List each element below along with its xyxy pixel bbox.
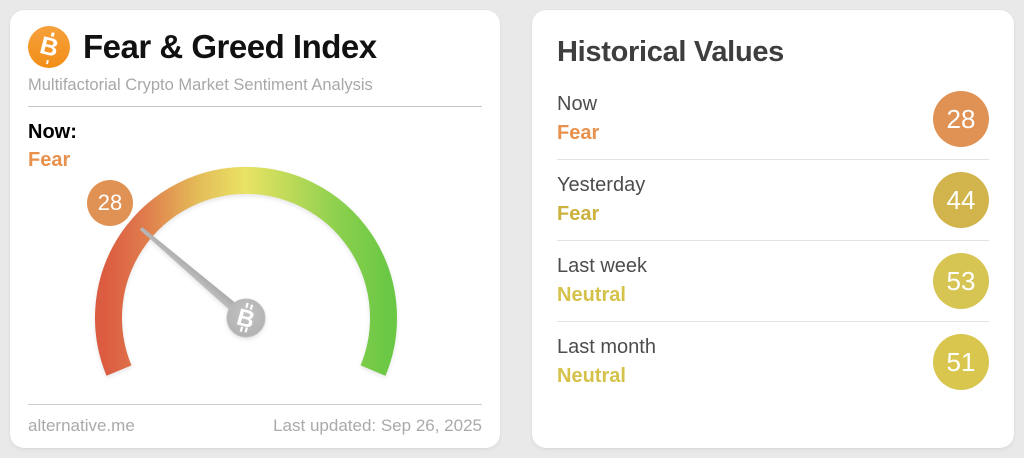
row-classification: Neutral (557, 365, 626, 387)
header-divider (28, 106, 482, 107)
gauge-card-subtitle: Multifactorial Crypto Market Sentiment A… (28, 76, 373, 94)
gauge-card-header: B Fear & Greed Index (10, 10, 500, 68)
history-row-last-month: Last month Neutral 51 (557, 321, 989, 402)
gauge-arc (95, 166, 397, 376)
historical-card-title: Historical Values (557, 36, 785, 68)
row-value-badge: 53 (933, 253, 989, 309)
row-classification: Fear (557, 203, 600, 225)
row-label: Last week (557, 255, 648, 277)
bitcoin-hub-icon: B (234, 302, 258, 335)
gauge-value-badge: 28 (87, 180, 133, 226)
historical-values-card: Historical Values Now Fear 28 Yesterday … (532, 10, 1014, 448)
history-row-yesterday: Yesterday Fear 44 (557, 159, 989, 240)
gauge-needle (139, 227, 250, 322)
history-row-last-week: Last week Neutral 53 (557, 240, 989, 321)
svg-text:B: B (234, 304, 258, 335)
gauge-hub: B (226, 298, 266, 338)
row-classification: Neutral (557, 284, 626, 306)
gauge: B 28 (10, 155, 500, 405)
historical-rows: Now Fear 28 Yesterday Fear 44 Last week … (557, 79, 989, 402)
gauge-card-title: Fear & Greed Index (83, 28, 377, 65)
gauge-card-footer: alternative.me Last updated: Sep 26, 202… (28, 404, 482, 436)
gauge-chart: B (95, 166, 397, 376)
history-row-now: Now Fear 28 (557, 79, 989, 159)
row-value-badge: 44 (933, 172, 989, 228)
fear-greed-gauge-card: B Fear & Greed Index Multifactorial Cryp… (10, 10, 500, 448)
bitcoin-b-glyph: B (36, 30, 62, 63)
now-label: Now: (28, 121, 77, 143)
row-value-badge: 51 (933, 334, 989, 390)
row-label: Now (557, 93, 598, 115)
now-classification: Fear (28, 149, 71, 171)
last-updated-text: Last updated: Sep 26, 2025 (273, 416, 482, 435)
source-link[interactable]: alternative.me (28, 416, 135, 435)
row-label: Yesterday (557, 174, 646, 196)
bitcoin-logo-icon: B (28, 26, 70, 68)
row-value-badge: 28 (933, 91, 989, 147)
row-label: Last month (557, 336, 656, 358)
row-classification: Fear (557, 122, 600, 144)
